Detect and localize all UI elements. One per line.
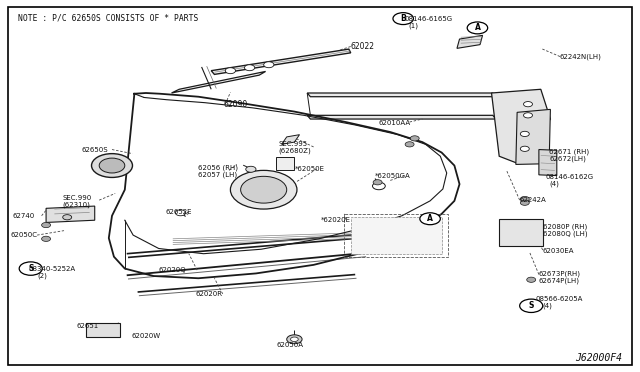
Circle shape [520, 196, 529, 202]
Text: 62652E: 62652E [165, 209, 191, 215]
Polygon shape [282, 135, 300, 144]
Text: 62020R: 62020R [195, 291, 222, 297]
Text: 62671 (RH): 62671 (RH) [549, 148, 589, 155]
Polygon shape [539, 150, 557, 176]
Circle shape [520, 299, 543, 312]
Circle shape [524, 113, 532, 118]
Text: J62000F4: J62000F4 [575, 353, 622, 363]
Polygon shape [492, 89, 550, 164]
Bar [344, 214, 448, 257]
Text: A: A [474, 23, 481, 32]
Polygon shape [46, 206, 95, 222]
Circle shape [372, 182, 385, 190]
Text: 62020W: 62020W [131, 333, 161, 339]
Text: *62050GA: *62050GA [374, 173, 410, 179]
Text: 62740: 62740 [13, 213, 35, 219]
Circle shape [19, 262, 42, 275]
Bar [351, 217, 442, 254]
Text: *62050E: *62050E [294, 166, 324, 172]
Text: 62242N(LH): 62242N(LH) [560, 53, 602, 60]
Circle shape [520, 131, 529, 137]
Text: 08146-6162G: 08146-6162G [545, 174, 593, 180]
Circle shape [524, 102, 532, 107]
Circle shape [520, 146, 529, 151]
Text: 08146-6165G: 08146-6165G [404, 16, 452, 22]
Text: (4): (4) [549, 180, 559, 187]
Polygon shape [307, 115, 496, 119]
Text: 62050C: 62050C [10, 232, 37, 238]
Text: A: A [427, 214, 433, 223]
Circle shape [291, 337, 298, 341]
Text: SEC.990: SEC.990 [63, 195, 92, 201]
Text: S: S [28, 264, 33, 273]
Circle shape [373, 180, 382, 185]
Text: 62010AA: 62010AA [379, 120, 411, 126]
Text: 62022: 62022 [351, 42, 375, 51]
Text: (2): (2) [37, 272, 47, 279]
Circle shape [99, 158, 125, 173]
Circle shape [467, 22, 488, 34]
Circle shape [405, 142, 414, 147]
Text: (4): (4) [543, 302, 552, 309]
Text: 62651: 62651 [77, 323, 99, 329]
Circle shape [175, 210, 186, 216]
Bar [276, 157, 294, 170]
Text: 62090: 62090 [224, 100, 248, 109]
Text: 62080Q (LH): 62080Q (LH) [543, 230, 588, 237]
Polygon shape [172, 71, 266, 93]
Text: 62672(LH): 62672(LH) [549, 155, 586, 162]
Text: 08566-6205A: 08566-6205A [535, 296, 582, 302]
Circle shape [246, 166, 256, 172]
Text: 62056 (RH): 62056 (RH) [198, 165, 239, 171]
Text: NOTE : P/C 62650S CONSISTS OF * PARTS: NOTE : P/C 62650S CONSISTS OF * PARTS [18, 13, 198, 22]
Circle shape [230, 170, 297, 209]
Polygon shape [516, 109, 550, 164]
Text: (62680Z): (62680Z) [278, 147, 311, 154]
Bar [499, 219, 543, 246]
Text: (1): (1) [408, 23, 419, 29]
Circle shape [520, 200, 529, 205]
Text: B: B [401, 14, 406, 23]
Text: 62020Q: 62020Q [159, 267, 186, 273]
Circle shape [241, 176, 287, 203]
Text: 62080P (RH): 62080P (RH) [543, 224, 587, 230]
Text: SEC.995: SEC.995 [278, 141, 308, 147]
Polygon shape [211, 49, 351, 74]
Circle shape [410, 136, 419, 141]
Text: (62310): (62310) [63, 201, 91, 208]
Circle shape [42, 222, 51, 228]
Text: *62020E: *62020E [321, 217, 351, 223]
Circle shape [420, 213, 440, 225]
Text: 62650S: 62650S [82, 147, 109, 153]
Circle shape [63, 215, 72, 220]
Text: 62057 (LH): 62057 (LH) [198, 171, 237, 178]
Circle shape [393, 13, 413, 25]
Polygon shape [307, 93, 496, 97]
Circle shape [527, 277, 536, 282]
Text: 62030EA: 62030EA [543, 248, 574, 254]
Text: 62242A: 62242A [520, 197, 547, 203]
Text: 62674P(LH): 62674P(LH) [539, 277, 580, 284]
Circle shape [287, 335, 302, 344]
Circle shape [225, 68, 236, 74]
Bar [86, 323, 120, 337]
Circle shape [264, 62, 274, 68]
Circle shape [42, 236, 51, 241]
Text: S: S [529, 301, 534, 310]
Text: 08340-5252A: 08340-5252A [28, 266, 76, 272]
Text: 62050A: 62050A [276, 342, 303, 348]
Polygon shape [457, 35, 483, 48]
Circle shape [92, 154, 132, 177]
Text: 62673P(RH): 62673P(RH) [539, 270, 581, 277]
Circle shape [244, 65, 255, 71]
